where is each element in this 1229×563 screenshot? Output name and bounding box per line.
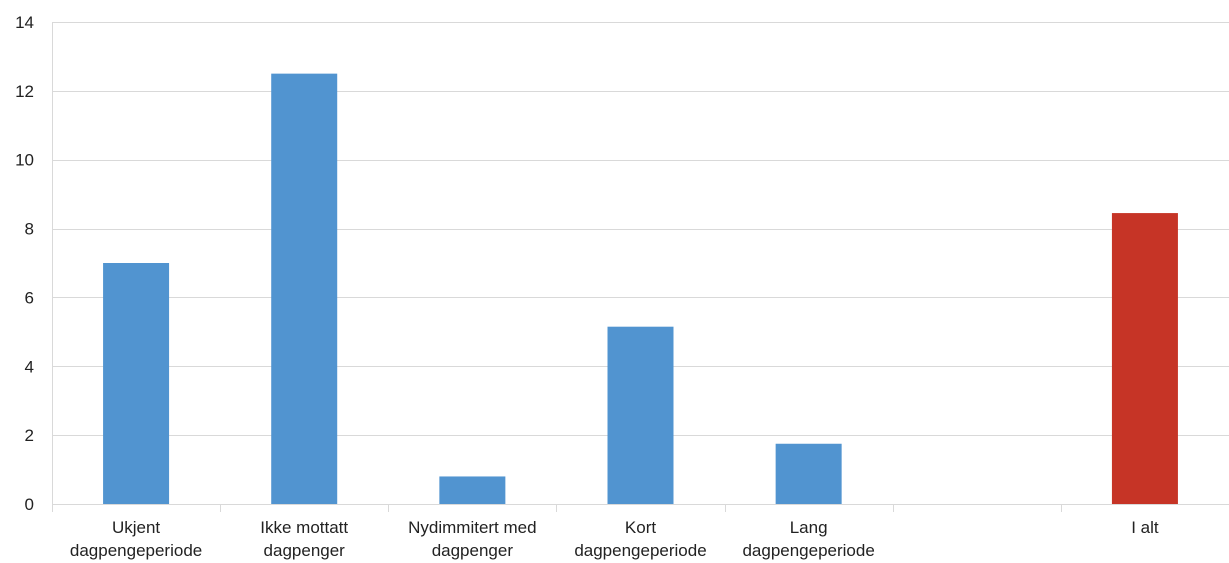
x-category-label: Ukjent dagpengeperiode xyxy=(70,518,202,560)
bar-4 xyxy=(775,443,842,504)
y-tick-label: 4 xyxy=(25,357,34,376)
y-tick-label: 10 xyxy=(15,151,34,170)
x-category-label: Nydimmitert med dagpenger xyxy=(408,518,536,560)
x-category-label: Lang dagpengeperiode xyxy=(742,518,874,560)
bar-0 xyxy=(103,263,170,504)
x-category-label: Ikke mottatt dagpenger xyxy=(260,518,348,560)
bars xyxy=(103,73,1178,505)
y-tick-label: 0 xyxy=(25,495,34,514)
y-tick-label: 2 xyxy=(25,426,34,445)
x-category-label: Kort dagpengeperiode xyxy=(574,518,706,560)
bar-3 xyxy=(607,326,674,504)
bar-2 xyxy=(439,476,506,504)
y-tick-label: 6 xyxy=(25,288,34,307)
y-axis: 0 2 4 6 8 10 12 14 xyxy=(15,13,34,514)
x-category-label: I alt xyxy=(1131,518,1159,537)
x-axis: Ukjent dagpengeperiode Ikke mottatt dagpeng… xyxy=(52,22,1229,560)
y-tick-label: 8 xyxy=(25,220,34,239)
grid-layer xyxy=(52,22,1229,436)
y-tick-label: 14 xyxy=(15,13,34,32)
bar-1 xyxy=(271,73,338,505)
y-tick-label: 12 xyxy=(15,82,34,101)
bar-6 xyxy=(1111,213,1178,505)
